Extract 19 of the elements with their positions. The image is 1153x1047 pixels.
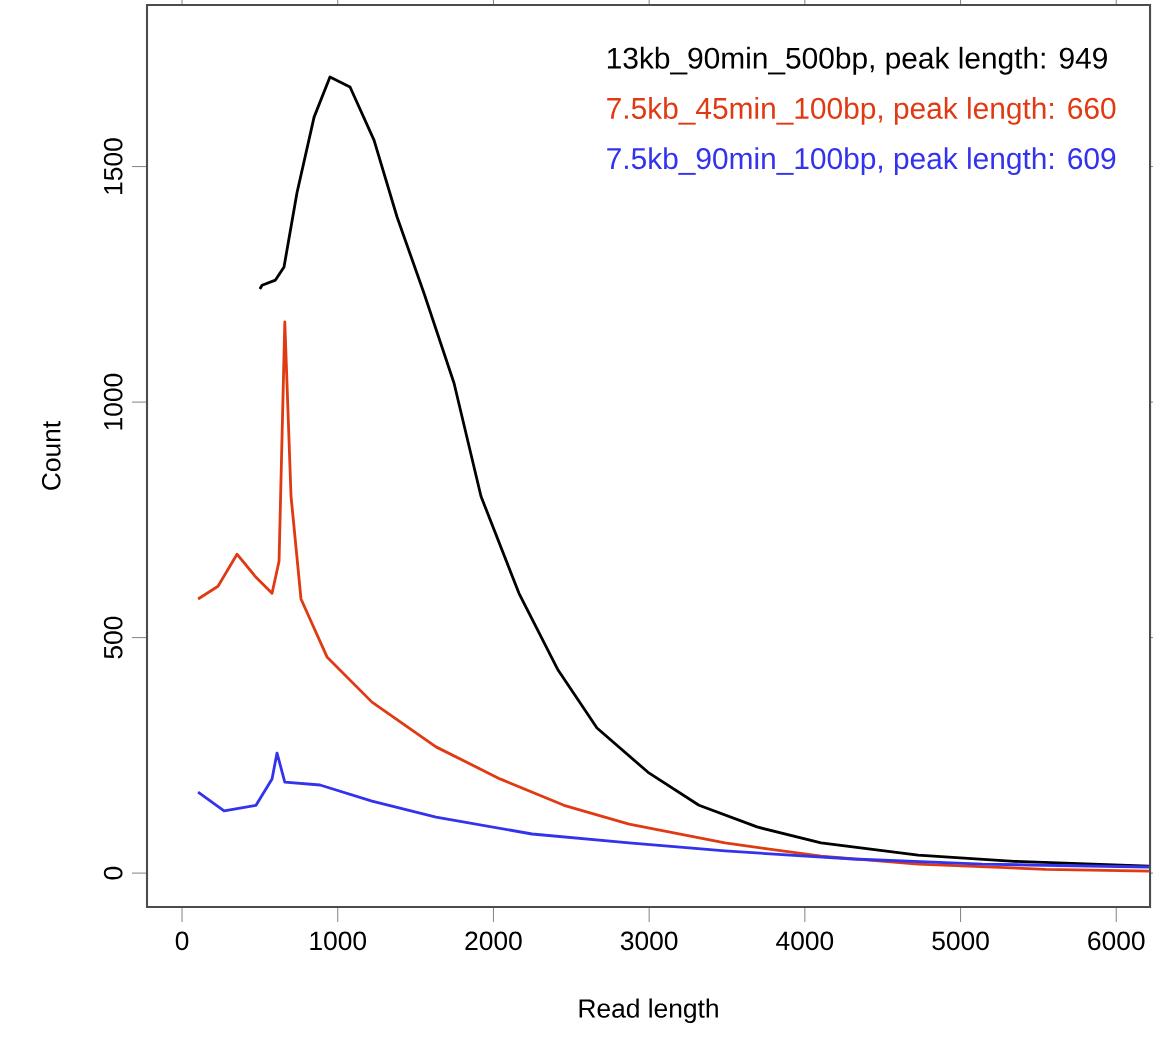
x-tick-label: 0 [175,931,189,951]
x-tick-label: 6000 [1088,931,1145,951]
y-tick-label: 500 [103,616,123,659]
line-series [258,75,1151,868]
y-tick-label: 1000 [103,373,123,430]
y-tick-label: 1500 [103,138,123,194]
x-axis-title: Read length [579,998,718,1023]
x-tick-label: 4000 [776,931,834,951]
x-tick-label: 5000 [932,931,989,951]
x-tick-label: 1000 [310,931,367,951]
line-series [196,751,1151,869]
line-series [196,320,1151,873]
text: 13kb_90min_500bp, peak length: 949 [607,46,1107,75]
text: 7.5kb_45min_100bp, peak length: 660 [607,97,1116,125]
x-tick-label: 2000 [465,931,522,951]
y-tick-label: 0 [103,866,123,880]
x-tick-label: 3000 [620,931,678,951]
text: 7.5kb_90min_100bp, peak length: 609 [607,147,1116,176]
y-axis-title: Count [41,421,61,490]
